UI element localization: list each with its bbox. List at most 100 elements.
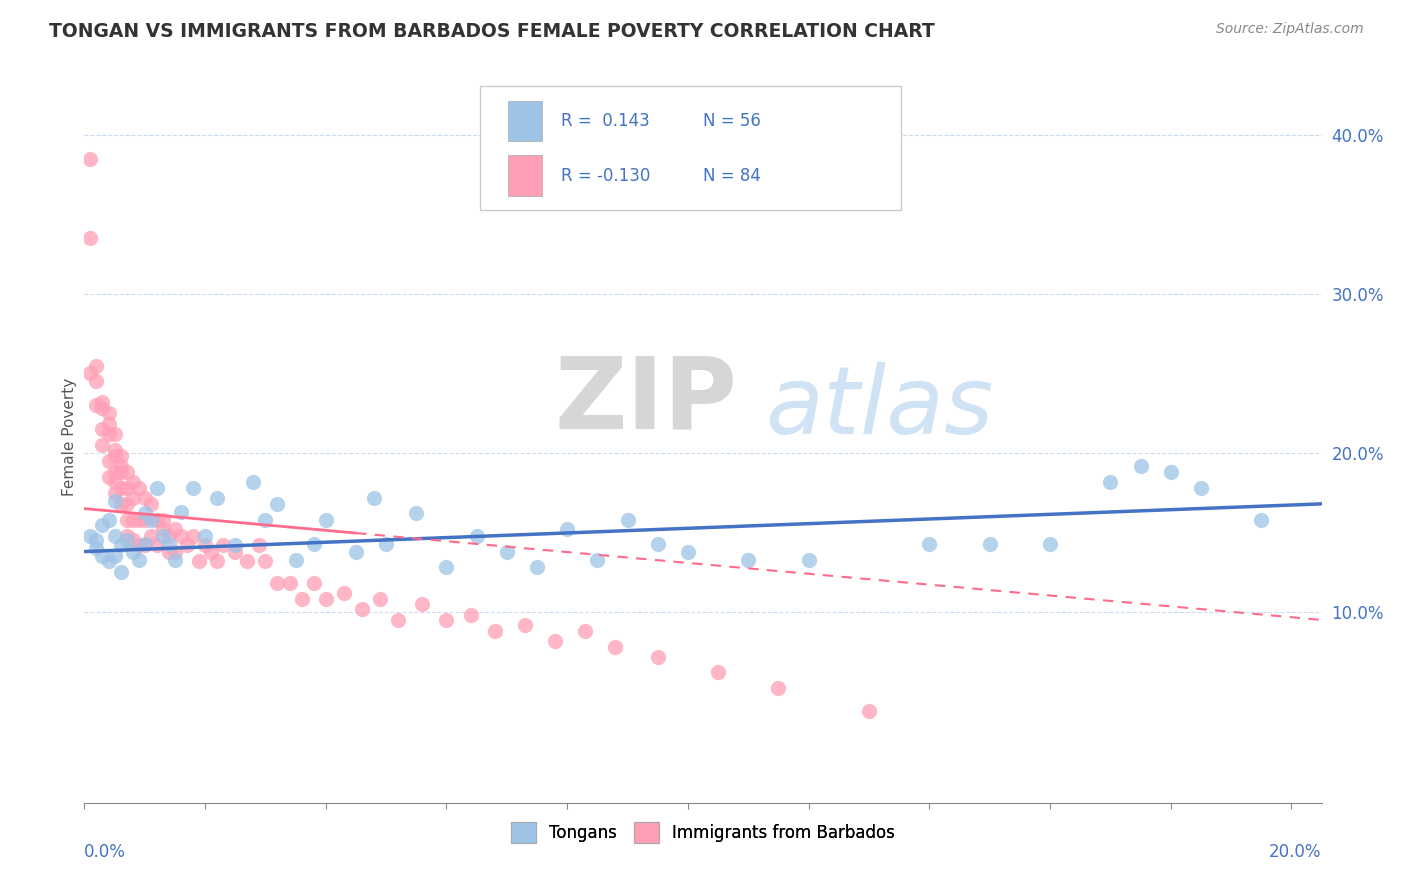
Text: TONGAN VS IMMIGRANTS FROM BARBADOS FEMALE POVERTY CORRELATION CHART: TONGAN VS IMMIGRANTS FROM BARBADOS FEMAL… (49, 22, 935, 41)
Point (97, 426, 120, 441)
Point (134, 536, 156, 550)
Text: N = 84: N = 84 (703, 167, 761, 185)
Point (436, 613, 458, 627)
Point (91, 438, 114, 452)
Point (918, 536, 941, 550)
Point (368, 592, 391, 607)
FancyBboxPatch shape (481, 86, 901, 211)
Point (605, 640, 627, 654)
Text: 0.0%: 0.0% (84, 843, 127, 861)
Point (103, 485, 125, 500)
Point (103, 549, 125, 564)
Point (110, 538, 132, 552)
Point (460, 608, 482, 623)
Point (128, 538, 150, 552)
Point (103, 493, 125, 508)
Point (134, 491, 156, 505)
Point (242, 475, 264, 489)
Point (86, 398, 108, 412)
FancyBboxPatch shape (508, 101, 543, 141)
Point (170, 529, 193, 543)
Point (115, 497, 138, 511)
Point (205, 491, 228, 505)
Point (79, 231, 101, 245)
Point (110, 458, 132, 473)
Point (163, 544, 186, 558)
Point (91, 395, 114, 409)
Point (163, 552, 186, 566)
Point (176, 538, 198, 552)
Point (91, 517, 114, 532)
Point (110, 566, 132, 580)
Point (110, 481, 132, 495)
Point (387, 613, 409, 627)
Point (97, 513, 120, 527)
Point (139, 513, 162, 527)
Point (121, 544, 143, 558)
Point (302, 576, 325, 591)
Point (86, 533, 108, 548)
Point (1189, 481, 1212, 495)
Point (574, 624, 596, 638)
Point (526, 560, 548, 574)
Point (363, 491, 385, 505)
Point (103, 475, 125, 489)
FancyBboxPatch shape (508, 155, 543, 195)
Point (411, 597, 433, 611)
Point (284, 552, 307, 566)
Point (139, 529, 162, 543)
Point (236, 554, 259, 568)
Point (333, 586, 356, 600)
Point (115, 529, 138, 543)
Point (121, 513, 143, 527)
Point (254, 554, 277, 568)
Point (128, 481, 150, 495)
Point (110, 497, 132, 511)
Point (254, 513, 277, 527)
Text: atlas: atlas (765, 362, 993, 453)
Point (121, 491, 143, 505)
Point (1160, 465, 1182, 479)
Text: ZIP: ZIP (554, 352, 737, 449)
Text: N = 56: N = 56 (703, 112, 761, 129)
Point (302, 536, 325, 550)
Point (979, 536, 1001, 550)
Point (858, 704, 880, 718)
Point (212, 538, 235, 552)
Point (134, 507, 156, 521)
Point (436, 560, 458, 574)
Point (484, 624, 506, 638)
Point (544, 633, 567, 648)
Point (79, 529, 101, 543)
Point (128, 513, 150, 527)
Point (146, 513, 169, 527)
Point (266, 576, 288, 591)
Legend: Tongans, Immigrants from Barbados: Tongans, Immigrants from Barbados (505, 815, 901, 849)
Point (139, 497, 162, 511)
Point (134, 513, 156, 527)
Point (315, 592, 337, 607)
Point (181, 481, 204, 495)
Point (110, 449, 132, 463)
Point (157, 536, 180, 550)
Point (79, 152, 101, 166)
Point (128, 552, 150, 566)
Point (647, 536, 669, 550)
Point (146, 481, 169, 495)
Point (91, 422, 114, 436)
Point (152, 522, 174, 536)
Point (1129, 458, 1152, 473)
Point (163, 522, 186, 536)
Text: R = -0.130: R = -0.130 (561, 167, 650, 185)
Point (79, 367, 101, 381)
Point (768, 681, 790, 696)
Point (103, 426, 125, 441)
Point (1039, 536, 1062, 550)
Text: Source: ZipAtlas.com: Source: ZipAtlas.com (1216, 22, 1364, 37)
Point (115, 465, 138, 479)
Point (97, 406, 120, 420)
Point (200, 544, 222, 558)
Point (555, 522, 578, 536)
Point (134, 538, 156, 552)
Point (157, 544, 180, 558)
